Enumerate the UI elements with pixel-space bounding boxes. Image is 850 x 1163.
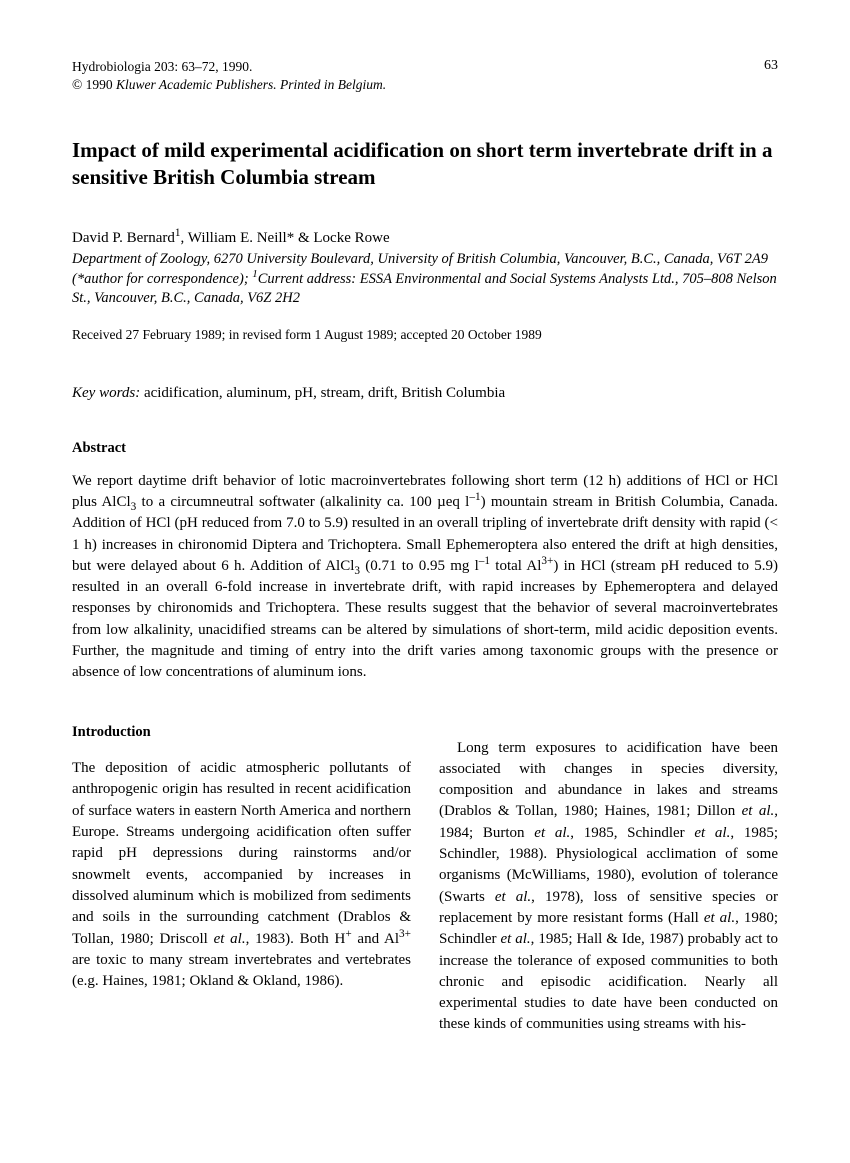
body-columns: Introduction The deposition of acidic at… [72,684,778,1036]
journal-citation: Hydrobiologia 203: 63–72, 1990. [72,59,252,74]
submission-dates: Received 27 February 1989; in revised fo… [72,327,778,343]
keywords-line: Key words: acidification, aluminum, pH, … [72,385,778,402]
copyright-line: © 1990 Kluwer Academic Publishers. Print… [72,76,386,94]
article-title: Impact of mild experimental acidificatio… [72,137,778,192]
intro-paragraph-1: The deposition of acidic atmospheric pol… [72,758,411,992]
left-column: Introduction The deposition of acidic at… [72,684,411,1036]
introduction-heading: Introduction [72,722,411,743]
keywords-text: acidification, aluminum, pH, stream, dri… [140,385,505,401]
keywords-label: Key words: [72,385,140,401]
journal-info: Hydrobiologia 203: 63–72, 1990. © 1990 K… [72,58,386,93]
page-number: 63 [764,58,778,74]
right-column: Long term exposures to acidification hav… [439,684,778,1036]
author-list: David P. Bernard1, William E. Neill* & L… [72,228,778,248]
intro-paragraph-2: Long term exposures to acidification hav… [439,738,778,1036]
running-header: Hydrobiologia 203: 63–72, 1990. © 1990 K… [72,58,778,93]
journal-line: Hydrobiologia 203: 63–72, 1990. [72,58,386,76]
copyright-symbol: © 1990 [72,77,116,92]
publisher-text: Kluwer Academic Publishers. Printed in B… [116,77,386,92]
abstract-heading: Abstract [72,440,778,457]
page-container: Hydrobiologia 203: 63–72, 1990. © 1990 K… [0,0,850,1086]
column-spacer [439,684,778,738]
affiliation-block: Department of Zoology, 6270 University B… [72,250,778,309]
abstract-body: We report daytime drift behavior of loti… [72,471,778,684]
